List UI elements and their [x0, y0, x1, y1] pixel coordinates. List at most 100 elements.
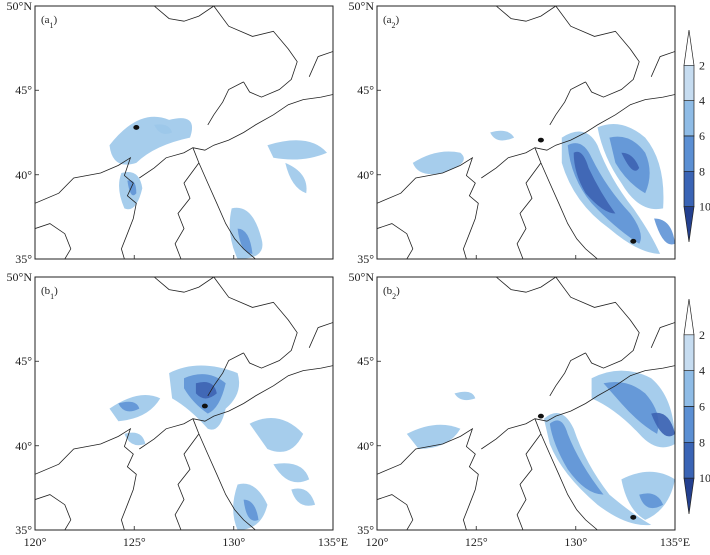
lon-tick-label: 125°	[123, 535, 146, 549]
coastline	[555, 277, 640, 369]
coastline	[35, 156, 137, 259]
coastline	[481, 365, 675, 450]
colorbar-tick-label: 8	[699, 435, 705, 449]
coastline	[549, 352, 586, 397]
lon-tick-label: 130°	[564, 535, 587, 549]
coastline	[213, 6, 298, 98]
coastline	[377, 156, 479, 259]
coastline	[555, 6, 640, 98]
contour-shade-1	[543, 412, 652, 526]
contour-shade-3	[651, 412, 675, 437]
contour-shade-1	[154, 124, 173, 134]
contour-shade-2	[603, 382, 659, 434]
coastline	[650, 51, 675, 77]
lat-tick-label: 35°	[15, 523, 32, 537]
colorbar-segment	[683, 29, 695, 66]
coastline	[192, 147, 256, 259]
lon-tick-label: 120°	[366, 535, 389, 549]
station-dot	[630, 514, 637, 520]
coastline	[35, 494, 72, 530]
contour-shade-1	[490, 130, 515, 141]
coastline	[207, 81, 244, 126]
lat-tick-label: 35°	[357, 523, 374, 537]
coastline	[549, 81, 586, 126]
coastline	[213, 277, 298, 369]
lat-tick-label: 45°	[15, 83, 32, 97]
panel-label: (b2)	[383, 285, 400, 301]
contour-shade-2	[654, 218, 675, 245]
colorbar-tick-label: 6	[699, 400, 705, 414]
coastline	[495, 6, 557, 22]
lon-tick-label: 135°E	[318, 535, 348, 549]
colorbar-tick-label: 2	[699, 58, 705, 72]
panel-frame	[376, 5, 676, 260]
colorbar-segment	[683, 298, 695, 336]
contour-shade-1	[406, 424, 461, 449]
colorbar-segment	[683, 370, 695, 407]
contour-shade-3	[621, 152, 640, 171]
colorbar-segment	[683, 64, 695, 102]
lat-tick-label: 50°N	[7, 0, 33, 13]
colorbar-tick-label: 8	[699, 164, 705, 178]
contour-shade-2	[237, 228, 253, 254]
lat-tick-label: 40°	[357, 439, 374, 453]
lat-tick-label: 40°	[357, 168, 374, 182]
station-dot	[537, 137, 544, 143]
lat-tick-label: 45°	[15, 354, 32, 368]
coastline	[377, 427, 479, 530]
coastline	[377, 223, 414, 259]
panel-frame	[34, 276, 334, 531]
station-dot	[537, 413, 544, 419]
lat-tick-label: 40°	[15, 439, 32, 453]
contour-shade-1	[124, 432, 146, 446]
colorbar-segment	[683, 100, 695, 137]
contour-shade-3	[195, 382, 217, 399]
colorbar-tick-label: 2	[699, 328, 705, 342]
station-dot	[630, 238, 637, 244]
coastline	[377, 494, 414, 530]
coastline	[207, 352, 244, 397]
lat-tick-label: 35°	[357, 252, 374, 266]
coastline	[495, 277, 557, 293]
contour-shade-2	[127, 180, 137, 196]
coastline	[534, 418, 598, 530]
colorbar-segment	[683, 477, 695, 515]
contour-shade-2	[639, 493, 664, 509]
colorbar-tick-label: 6	[699, 129, 705, 143]
colorbar-segment	[683, 334, 695, 372]
coastline	[35, 223, 72, 259]
colorbar-bottom: 2 4 6 8 10	[683, 298, 710, 515]
map-panel-b1: (b1) 35° 40° 45° 50°N 120° 125° 130° 135°E	[7, 270, 349, 549]
map-content	[377, 277, 675, 530]
lat-tick-label: 45°	[357, 83, 374, 97]
coastline	[516, 433, 542, 530]
map-content	[35, 277, 333, 530]
lon-tick-label: 125°	[465, 535, 488, 549]
map-panel-b2: (b2) 35° 40° 45° 50°N 120° 125° 130° 135°E	[349, 270, 691, 549]
coastline	[308, 51, 333, 77]
lat-tick-label: 35°	[15, 252, 32, 266]
contour-shade-1	[249, 418, 304, 452]
station-dot	[133, 125, 140, 130]
coastline	[139, 365, 333, 450]
contour-shade-1	[109, 116, 193, 165]
coastline	[534, 147, 598, 259]
panel-label: (a1)	[41, 14, 58, 30]
panel-frame	[34, 5, 334, 260]
map-panel-a2: (a2) 35° 40° 45° 50°N	[349, 0, 676, 266]
colorbar-tick-label: 10	[699, 471, 710, 485]
coastline	[153, 6, 215, 22]
contour-shade-1	[267, 140, 327, 160]
colorbar-segment	[683, 135, 695, 172]
coastline	[35, 427, 137, 530]
lon-tick-label: 135°E	[660, 535, 690, 549]
lon-tick-label: 120°	[24, 535, 47, 549]
coastline	[308, 322, 333, 348]
coastline	[174, 433, 200, 530]
panel-label: (b1)	[41, 285, 58, 301]
lon-tick-label: 130°	[222, 535, 245, 549]
colorbar-segment	[683, 206, 695, 243]
coastline	[481, 94, 675, 179]
coastline	[192, 418, 256, 530]
map-panel-a1: (a1) 35° 40° 45° 50°N	[7, 0, 334, 266]
